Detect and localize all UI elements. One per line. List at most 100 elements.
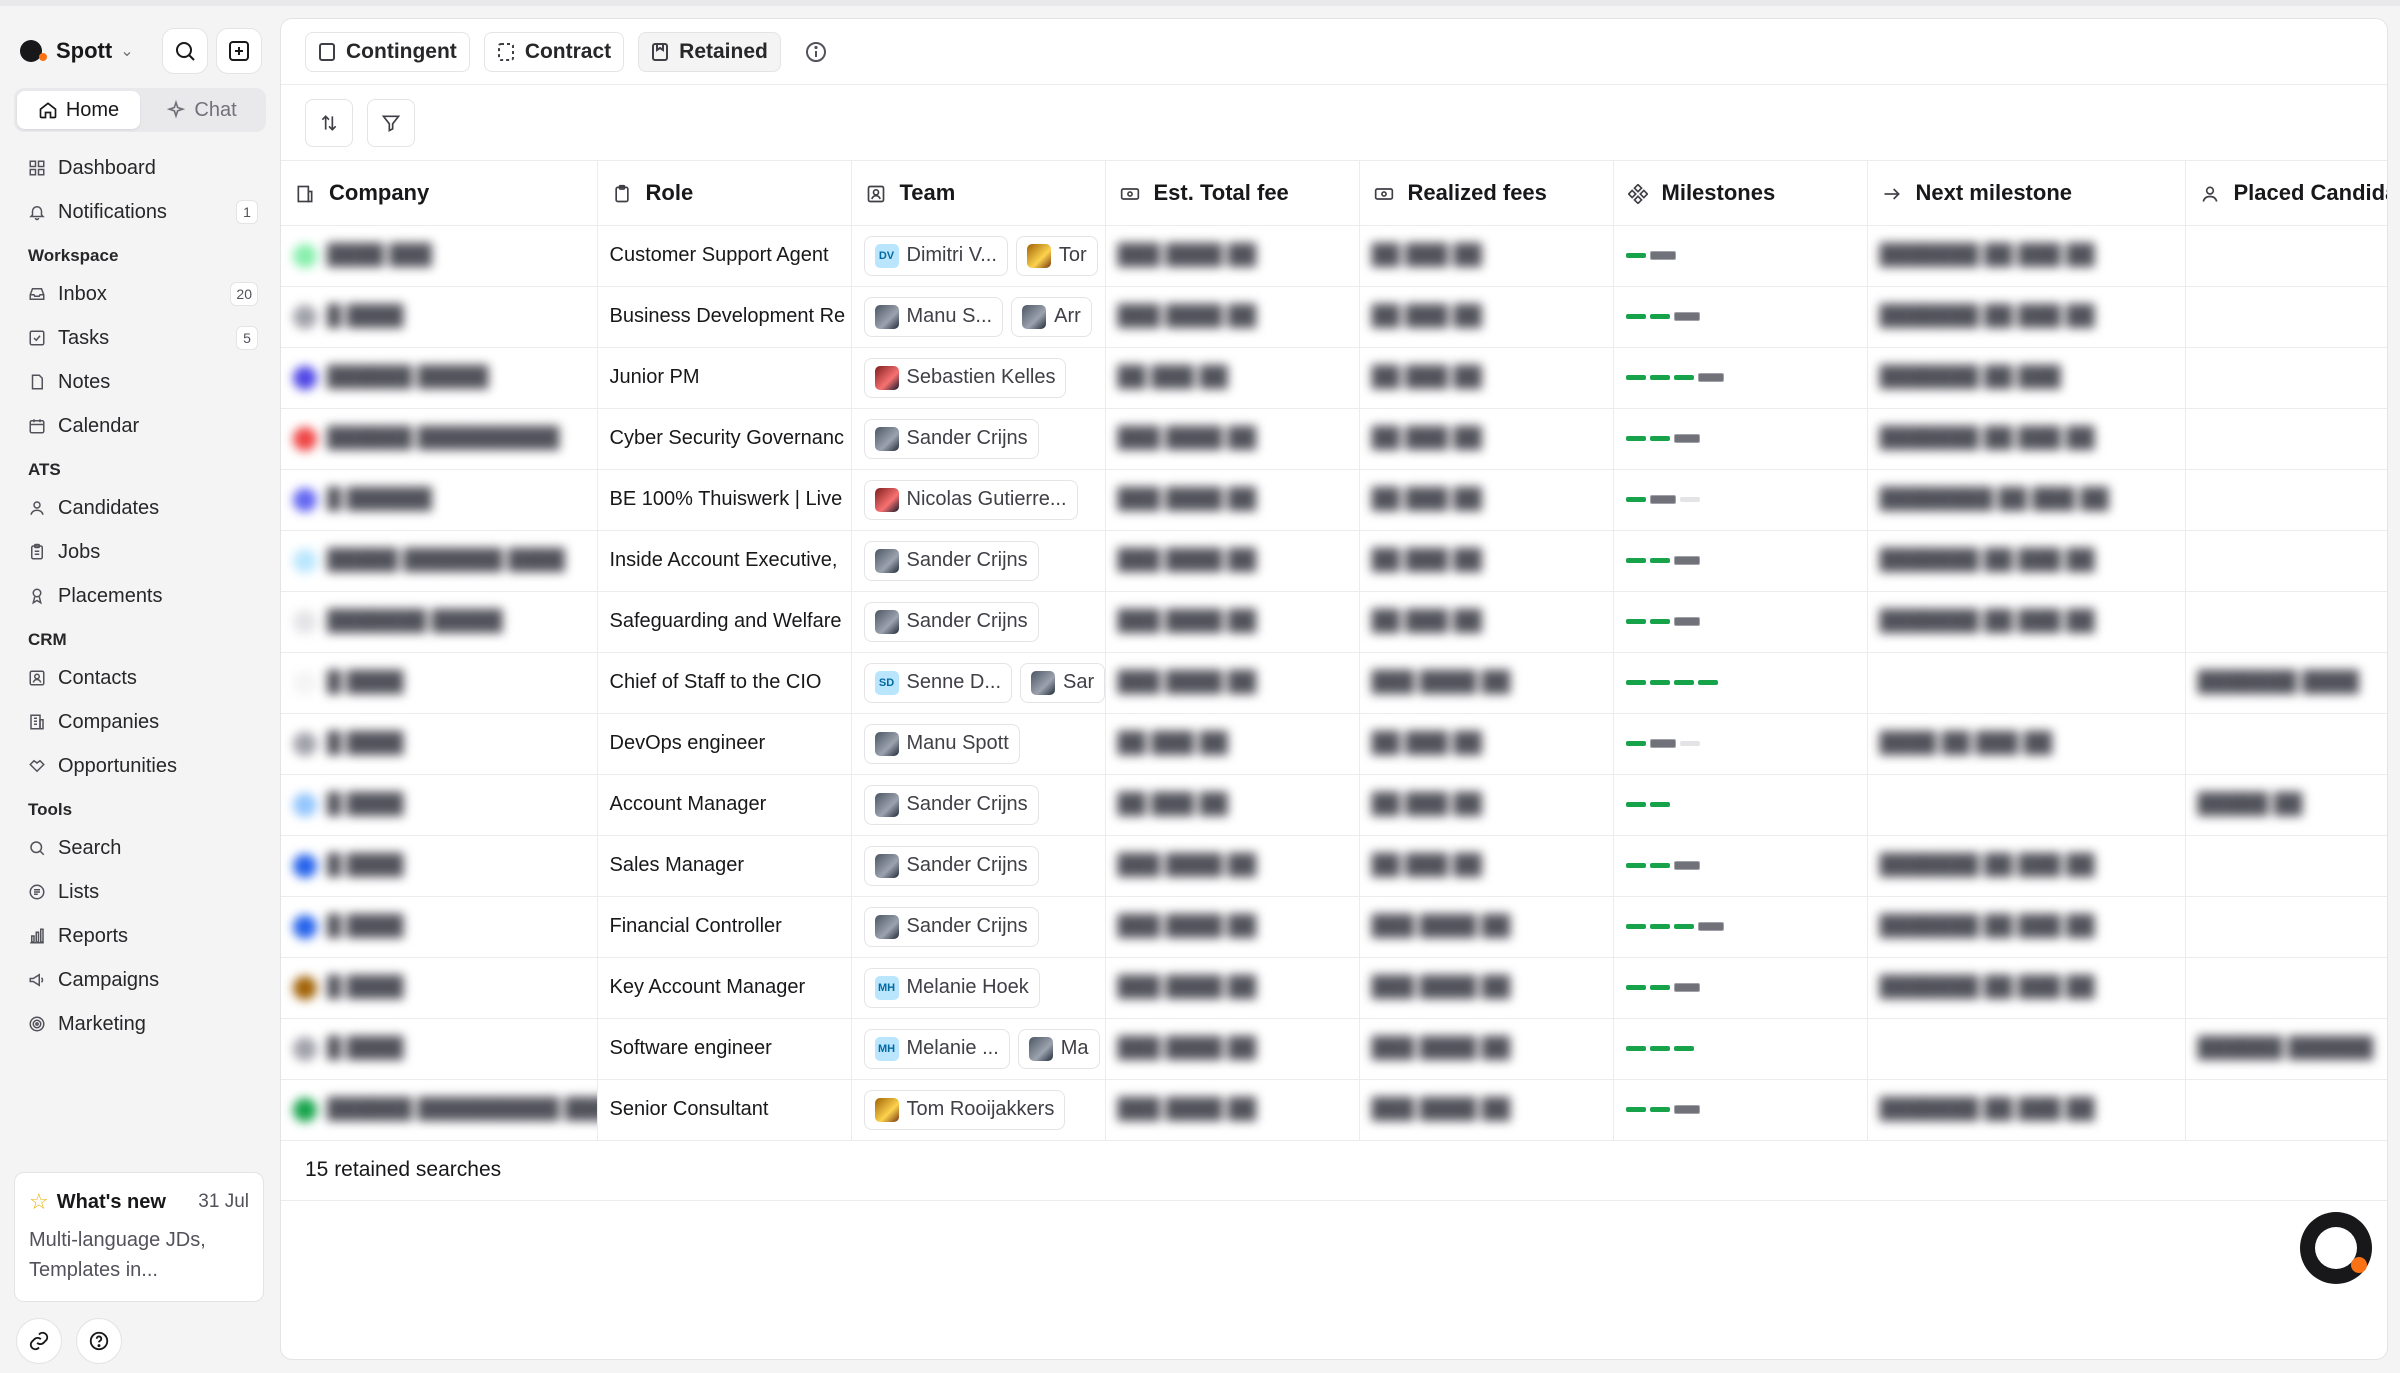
sidebar-item-tasks[interactable]: Tasks 5 [14,316,266,360]
company-cell[interactable]: ██████ ██████████ [281,408,598,470]
column-header-next-milestone[interactable]: Next milestone [1867,161,2186,226]
table-row[interactable]: █ ████ Business Development Re Manu S... Ar… [281,286,2387,348]
role-cell[interactable]: Financial Controller [597,896,852,958]
table-row[interactable]: █ ██████ BE 100% Thuiswerk | Live Nicolas … [281,469,2387,531]
company-cell[interactable]: ██████ ██████████ ███ [281,1079,598,1141]
info-button[interactable] [803,39,829,65]
company-cell[interactable]: █ ████ [281,896,598,958]
team-member-chip[interactable]: MH Melanie ... [863,1028,1010,1069]
team-member-chip[interactable]: Nicolas Gutierre... [863,479,1078,520]
column-header-realized-fees[interactable]: Realized fees [1359,161,1614,226]
new-item-button[interactable] [216,28,262,74]
column-header-est-total-fee[interactable]: Est. Total fee [1105,161,1360,226]
milestones-cell[interactable] [1613,774,1868,836]
sort-button[interactable] [305,98,353,147]
role-cell[interactable]: Sales Manager [597,835,852,897]
table-row[interactable]: █ ████ Chief of Staff to the CIO SD Senne D… [281,652,2387,714]
team-member-chip[interactable]: Sander Crijns [863,540,1039,581]
sidebar-item-candidates[interactable]: Candidates [14,486,266,530]
tab-contract[interactable]: Contract [483,31,625,72]
team-member-chip[interactable]: MH Melanie Hoek [863,967,1040,1008]
company-cell[interactable]: █ ██████ [281,469,598,531]
role-cell[interactable]: Key Account Manager [597,957,852,1019]
sidebar-item-dashboard[interactable]: Dashboard [14,146,266,190]
team-member-chip[interactable]: Manu Spott [863,723,1020,764]
team-member-chip[interactable]: Sander Crijns [863,906,1039,947]
team-member-chip[interactable]: Sander Crijns [863,784,1039,825]
team-member-chip[interactable]: Tor [1015,235,1098,276]
milestones-cell[interactable] [1613,957,1868,1019]
milestones-cell[interactable] [1613,347,1868,409]
table-row[interactable]: █ ████ Financial Controller Sander Crijns █… [281,896,2387,958]
table-row[interactable]: ██████ ██████████ Cyber Security Governan… [281,408,2387,470]
sidebar-item-opportunities[interactable]: Opportunities [14,744,266,788]
table-row[interactable]: █████ ███████ ████ Inside Account Executi… [281,530,2387,592]
role-cell[interactable]: Business Development Re [597,286,852,348]
team-member-chip[interactable]: DV Dimitri V... [863,235,1008,276]
sidebar-item-search[interactable]: Search [14,826,266,870]
table-row[interactable]: █ ████ Account Manager Sander Crijns ██ ███… [281,774,2387,836]
mode-home-button[interactable]: Home [17,91,140,129]
table-row[interactable]: █ ████ Key Account Manager MH Melanie Hoek █… [281,957,2387,1019]
role-cell[interactable]: Senior Consultant [597,1079,852,1141]
team-member-chip[interactable]: SD Senne D... [863,662,1013,703]
column-header-milestones[interactable]: Milestones [1613,161,1868,226]
chevron-down-icon[interactable]: ⌄ [120,43,134,60]
sidebar-item-reports[interactable]: Reports [14,914,266,958]
table-row[interactable]: █ ████ Software engineer MH Melanie ... Ma ██… [281,1018,2387,1080]
milestones-cell[interactable] [1613,225,1868,287]
tab-contingent[interactable]: Contingent [305,31,470,72]
company-cell[interactable]: █ ████ [281,835,598,897]
milestones-cell[interactable] [1613,408,1868,470]
milestones-cell[interactable] [1613,286,1868,348]
sidebar-item-lists[interactable]: Lists [14,870,266,914]
team-member-chip[interactable]: Sar [1020,662,1104,703]
company-cell[interactable]: █ ████ [281,957,598,1019]
column-header-company[interactable]: Company [281,161,598,226]
team-member-chip[interactable]: Ma [1017,1028,1100,1069]
sidebar-item-marketing[interactable]: Marketing [14,1002,266,1046]
milestones-cell[interactable] [1613,835,1868,897]
company-cell[interactable]: █████ ███████ ████ [281,530,598,592]
sidebar-item-notifications[interactable]: Notifications 1 [14,190,266,234]
milestones-cell[interactable] [1613,652,1868,714]
role-cell[interactable]: Safeguarding and Welfare [597,591,852,653]
team-member-chip[interactable]: Arr [1011,296,1092,337]
assistant-launcher-button[interactable] [2300,1212,2372,1284]
role-cell[interactable]: DevOps engineer [597,713,852,775]
company-cell[interactable]: ██████ █████ [281,347,598,409]
role-cell[interactable]: Software engineer [597,1018,852,1080]
milestones-cell[interactable] [1613,591,1868,653]
sidebar-item-contacts[interactable]: Contacts [14,656,266,700]
company-cell[interactable]: █ ████ [281,286,598,348]
role-cell[interactable]: Cyber Security Governanc [597,408,852,470]
milestones-cell[interactable] [1613,469,1868,531]
table-row[interactable]: ██████ █████ Junior PM Sebastien Kelles ██ … [281,347,2387,409]
milestones-cell[interactable] [1613,530,1868,592]
table-row[interactable]: ██████ ██████████ ███ Senior Consultant To… [281,1079,2387,1141]
workspace-name[interactable]: Spott [56,38,113,63]
company-cell[interactable]: █ ████ [281,713,598,775]
role-cell[interactable]: Inside Account Executive, [597,530,852,592]
company-cell[interactable]: █ ████ [281,652,598,714]
role-cell[interactable]: Customer Support Agent [597,225,852,287]
column-header-role[interactable]: Role [597,161,852,226]
table-row[interactable]: ███████ █████ Safeguarding and Welfare San… [281,591,2387,653]
role-cell[interactable]: Chief of Staff to the CIO [597,652,852,714]
company-cell[interactable]: █ ████ [281,774,598,836]
company-cell[interactable]: ███████ █████ [281,591,598,653]
company-cell[interactable]: ████ ███ [281,225,598,287]
role-cell[interactable]: BE 100% Thuiswerk | Live [597,469,852,531]
sidebar-item-jobs[interactable]: Jobs [14,530,266,574]
milestones-cell[interactable] [1613,1018,1868,1080]
global-search-button[interactable] [162,28,208,74]
table-row[interactable]: ████ ███ Customer Support Agent DV Dimitri … [281,225,2387,287]
sidebar-item-placements[interactable]: Placements [14,574,266,618]
team-member-chip[interactable]: Sander Crijns [863,845,1039,886]
whats-new-card[interactable]: ☆ What's new 31 Jul Multi-language JDs, … [14,1172,264,1302]
team-member-chip[interactable]: Sander Crijns [863,601,1039,642]
team-member-chip[interactable]: Sebastien Kelles [863,357,1067,398]
help-button[interactable] [76,1318,122,1364]
filter-button[interactable] [367,98,415,147]
role-cell[interactable]: Account Manager [597,774,852,836]
